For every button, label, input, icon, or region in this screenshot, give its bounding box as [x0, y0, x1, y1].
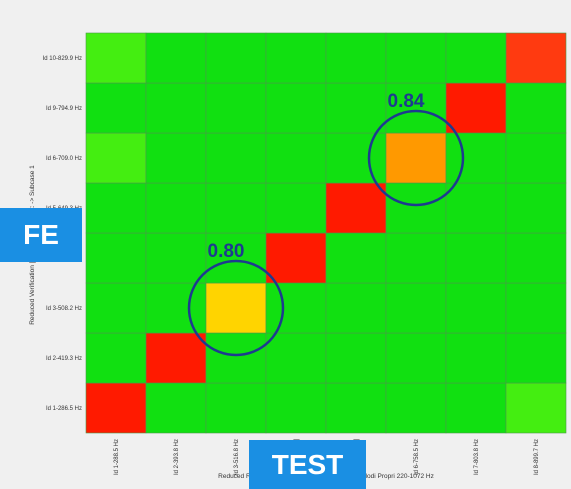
heatmap-cell — [445, 132, 507, 184]
fe-callout: FE — [0, 208, 82, 262]
heatmap-cell — [385, 182, 447, 234]
heatmap-cell — [325, 282, 387, 334]
y-tick-label: Id 9-794.9 Hz — [46, 106, 82, 112]
heatmap-cell — [145, 182, 207, 234]
heatmap-cell — [505, 132, 567, 184]
heatmap-cell — [445, 332, 507, 384]
heatmap-cell — [85, 82, 147, 134]
heatmap-cell — [265, 232, 327, 284]
heatmap-cell — [85, 282, 147, 334]
heatmap-cell — [325, 82, 387, 134]
heatmap-cell — [505, 332, 567, 384]
heatmap-cell — [385, 332, 447, 384]
y-tick-label: Id 6-709.0 Hz — [46, 156, 82, 162]
annotation-value: 0.80 — [208, 241, 245, 262]
heatmap-cell — [265, 132, 327, 184]
highlight-circle — [367, 109, 465, 207]
x-tick-label: Id 1-288.5 Hz — [114, 439, 120, 475]
heatmap-cell — [205, 182, 267, 234]
heatmap-cell — [265, 282, 327, 334]
x-tick-label: Id 3-516.8 Hz — [234, 439, 240, 475]
heatmap-cell — [505, 282, 567, 334]
heatmap-cell — [505, 382, 567, 434]
highlight-circle — [187, 259, 285, 357]
heatmap-cell — [145, 132, 207, 184]
heatmap-cell — [445, 232, 507, 284]
heatmap-cell — [445, 382, 507, 434]
heatmap-cell — [85, 32, 147, 84]
heatmap-cell — [145, 32, 207, 84]
heatmap-cell — [145, 232, 207, 284]
y-tick-label: Id 1-286.5 Hz — [46, 406, 82, 412]
heatmap-cell — [205, 282, 267, 334]
y-tick-label: Id 2-419.3 Hz — [46, 356, 82, 362]
heatmap-cell — [505, 32, 567, 84]
heatmap-cell — [205, 232, 267, 284]
x-tick-label: Id 7-803.8 Hz — [474, 439, 480, 475]
heatmap-cell — [385, 132, 447, 184]
heatmap-cell — [325, 232, 387, 284]
heatmap-cell — [505, 182, 567, 234]
heatmap-cell — [265, 332, 327, 384]
heatmap-cell — [85, 232, 147, 284]
heatmap-cell — [265, 182, 327, 234]
heatmap-cells — [85, 32, 567, 434]
heatmap-cell — [505, 232, 567, 284]
heatmap-cell — [265, 382, 327, 434]
heatmap-cell — [145, 282, 207, 334]
heatmap-cell — [445, 282, 507, 334]
heatmap-cell — [385, 382, 447, 434]
heatmap-cell — [325, 332, 387, 384]
heatmap-cell — [325, 132, 387, 184]
heatmap-cell — [505, 82, 567, 134]
heatmap-cell — [145, 332, 207, 384]
heatmap-cell — [445, 32, 507, 84]
heatmap-cell — [445, 182, 507, 234]
heatmap-cell — [205, 132, 267, 184]
heatmap-cell — [205, 82, 267, 134]
heatmap-cell — [385, 282, 447, 334]
heatmap-cell — [145, 382, 207, 434]
heatmap-cell — [385, 32, 447, 84]
x-tick-label: Id 6-758.5 Hz — [414, 439, 420, 475]
heatmap-cell — [325, 382, 387, 434]
x-tick-label: Id 2-393.8 Hz — [174, 439, 180, 475]
test-callout: TEST — [249, 440, 366, 489]
heatmap-cell — [85, 382, 147, 434]
heatmap-cell — [85, 182, 147, 234]
heatmap-cell — [325, 32, 387, 84]
heatmap-cell — [205, 32, 267, 84]
heatmap-cell — [85, 332, 147, 384]
heatmap-cell — [205, 382, 267, 434]
annotations: 0.80 0.84 — [187, 91, 465, 357]
heatmap-cell — [85, 132, 147, 184]
heatmap-cell — [325, 182, 387, 234]
heatmap-cell — [445, 82, 507, 134]
y-tick-label: Id 3-508.2 Hz — [46, 306, 82, 312]
heatmap-cell — [265, 82, 327, 134]
heatmap-cell — [385, 232, 447, 284]
annotation-value: 0.84 — [388, 91, 425, 112]
heatmap-cell — [145, 82, 207, 134]
heatmap-cell — [205, 332, 267, 384]
y-tick-label: Id 10-829.9 Hz — [43, 56, 82, 62]
heatmap-cell — [265, 32, 327, 84]
x-tick-label: Id 8-899.7 Hz — [534, 439, 540, 475]
